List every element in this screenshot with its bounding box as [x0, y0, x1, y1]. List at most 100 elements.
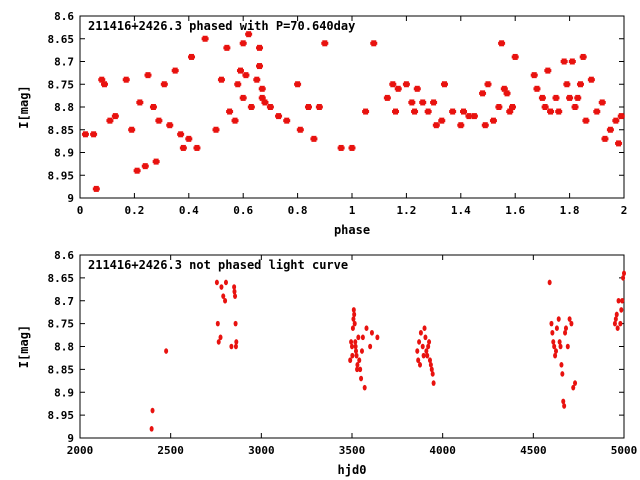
data-point — [550, 329, 555, 336]
x-axis-label: hjd0 — [338, 463, 367, 477]
data-point — [559, 362, 564, 368]
data-point — [261, 99, 269, 106]
data-point — [212, 126, 220, 133]
data-point — [615, 325, 620, 332]
data-point — [506, 108, 514, 115]
data-point — [554, 348, 558, 354]
data-point — [479, 90, 487, 97]
data-point — [296, 126, 304, 133]
data-point — [430, 99, 438, 106]
data-point — [348, 144, 356, 151]
data-point — [150, 407, 155, 414]
data-point — [128, 126, 136, 133]
x-tick-label: 0.6 — [233, 204, 253, 217]
data-point — [223, 297, 228, 304]
data-point — [352, 311, 357, 318]
data-point — [427, 357, 432, 364]
y-tick-label: 8.85 — [48, 124, 75, 137]
data-point — [576, 81, 584, 88]
data-point — [429, 366, 434, 373]
data-point — [266, 104, 274, 110]
data-point — [360, 334, 365, 341]
data-point — [538, 94, 546, 101]
data-point — [234, 339, 239, 345]
data-point — [160, 81, 168, 88]
data-point — [498, 40, 506, 47]
y-tick-label: 8.6 — [54, 10, 74, 23]
data-point — [579, 53, 587, 60]
data-point — [552, 343, 557, 350]
data-point — [133, 167, 141, 174]
x-tick-label: 1.8 — [560, 204, 580, 217]
x-tick-label: 4500 — [520, 444, 547, 457]
data-point — [562, 403, 567, 409]
phased-light-curve-panel: 0 0.2 0.4 0.6 0.8 1 1.2 1.4 1.6 1.8 2 8.68.658.78.… — [17, 10, 627, 237]
data-point — [601, 135, 609, 142]
y-tick-label: 8.9 — [54, 147, 74, 160]
chart-title: 211416+2426.3 phased with P=70.640day — [88, 19, 355, 33]
data-point — [149, 426, 154, 432]
data-point — [258, 85, 266, 92]
y-tick-label: 8.75 — [48, 318, 75, 331]
data-point — [223, 279, 228, 286]
data-point — [613, 316, 618, 322]
data-point — [358, 366, 363, 373]
data-point — [359, 348, 364, 354]
y-tick-label: 8.75 — [48, 78, 75, 91]
y-tick-label: 8.6 — [54, 249, 74, 262]
data-point — [362, 108, 370, 115]
data-point — [304, 104, 312, 110]
data-point — [460, 108, 468, 115]
data-point — [353, 339, 358, 345]
data-point — [428, 362, 433, 368]
data-point — [587, 76, 595, 83]
x-tick-label: 0.8 — [288, 204, 308, 217]
data-point — [418, 362, 422, 368]
unphased-light-curve-panel: 2000 2500 3000 3500 4000 4500 5000 8.68.658.78… — [17, 249, 637, 477]
data-point — [368, 343, 373, 350]
data-point — [239, 40, 247, 47]
data-point — [413, 85, 421, 92]
data-point — [557, 339, 562, 345]
data-point — [256, 63, 264, 70]
data-point — [574, 94, 582, 101]
data-point — [612, 320, 617, 327]
data-point — [144, 72, 152, 79]
data-point — [567, 316, 572, 322]
data-point — [171, 67, 179, 74]
data-point — [239, 94, 247, 101]
data-point — [424, 348, 429, 354]
data-point — [350, 343, 354, 350]
x-tick-label: 1.6 — [505, 204, 525, 217]
data-point — [111, 113, 119, 120]
data-point — [552, 94, 560, 101]
data-point — [351, 307, 356, 313]
data-point — [568, 58, 576, 65]
data-point — [359, 375, 364, 382]
data-point — [419, 99, 427, 106]
data-point — [495, 104, 503, 110]
data-point — [621, 275, 626, 281]
data-point — [598, 99, 606, 106]
data-point — [549, 320, 554, 327]
data-point — [457, 122, 465, 129]
data-point — [563, 81, 571, 88]
data-point — [229, 343, 234, 350]
data-point — [369, 329, 374, 336]
data-point — [258, 94, 266, 101]
data-point — [357, 357, 362, 364]
data-point — [355, 362, 360, 368]
data-point — [432, 122, 440, 129]
data-point — [565, 343, 570, 350]
data-point — [348, 357, 353, 364]
data-point — [489, 117, 497, 124]
data-point — [283, 117, 291, 124]
data-point — [370, 40, 378, 47]
x-tick-label: 3000 — [248, 444, 275, 457]
y-tick-label: 8.7 — [54, 56, 74, 69]
data-point — [349, 339, 354, 345]
data-point — [547, 279, 552, 286]
data-point — [152, 158, 160, 165]
data-point — [571, 104, 579, 110]
data-point — [354, 352, 359, 359]
